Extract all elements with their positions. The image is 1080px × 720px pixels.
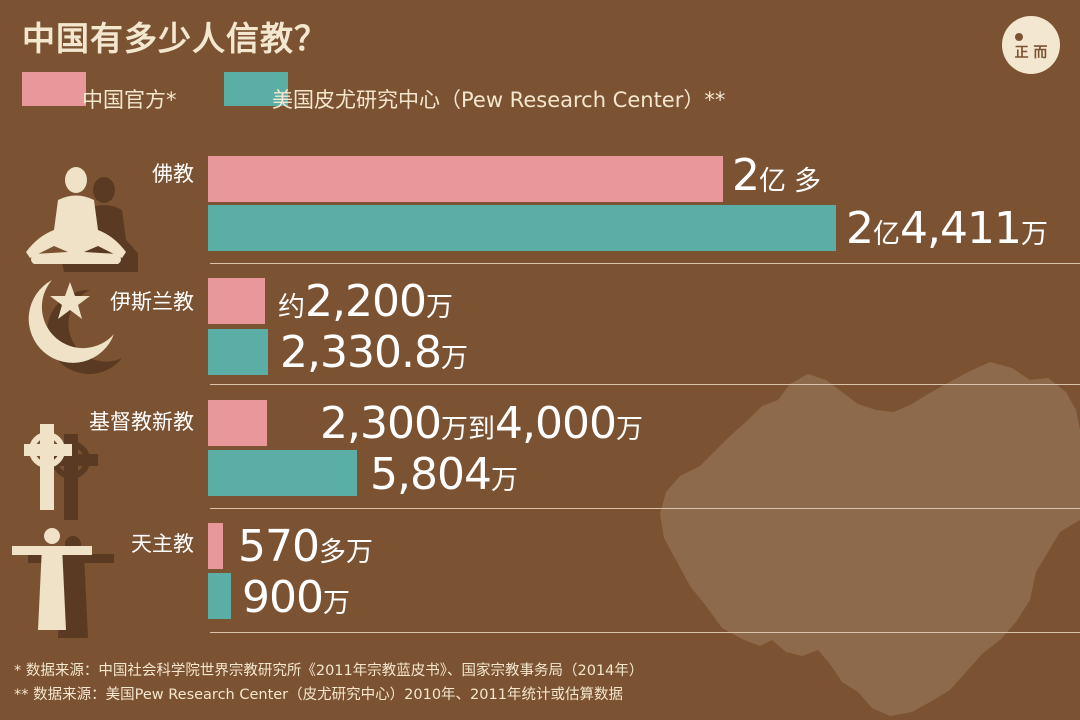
logo: 正 而 bbox=[1002, 16, 1060, 74]
logo-mark: 正 而 bbox=[1015, 33, 1048, 61]
bar-buddhism-pew bbox=[208, 205, 836, 251]
row-label-catholicism: 天主教 bbox=[131, 532, 194, 556]
legend-label-pew: 美国皮尤研究中心（Pew Research Center）** bbox=[272, 88, 726, 112]
logo-dot bbox=[1015, 33, 1023, 41]
value-unit: 万到 bbox=[440, 414, 495, 445]
meditation-figure-icon bbox=[26, 167, 138, 272]
value-number: 900 bbox=[242, 572, 324, 623]
bar-protestantism-pew bbox=[208, 450, 357, 496]
row-label-islam: 伊斯兰教 bbox=[110, 290, 194, 314]
value-unit: 万 bbox=[322, 588, 350, 619]
value-unit: 多万 bbox=[318, 537, 373, 568]
value-catholicism-pew: 900 万 bbox=[242, 572, 350, 623]
value-unit: 万 bbox=[425, 292, 453, 323]
value-unit: 万 bbox=[1020, 219, 1048, 250]
footnote-pew-source: ** 数据来源：美国Pew Research Center（皮尤研究中心）201… bbox=[14, 687, 623, 703]
crescent-front bbox=[28, 280, 114, 363]
legend-label-official: 中国官方* bbox=[82, 88, 177, 112]
bar-islam-official bbox=[208, 278, 265, 324]
celtic-cross-front bbox=[24, 424, 72, 510]
crescent-star-icon bbox=[28, 280, 122, 374]
value-unit: 亿 bbox=[873, 219, 900, 250]
value-unit: 亿 bbox=[759, 166, 786, 197]
china-map-shape bbox=[660, 362, 1080, 716]
christ-statue-icon bbox=[12, 528, 114, 638]
bar-catholicism-official bbox=[208, 523, 223, 569]
bar-catholicism-pew bbox=[208, 573, 231, 619]
row-divider bbox=[210, 384, 1080, 385]
row-label-buddhism: 佛教 bbox=[152, 162, 194, 186]
row-label-protestantism: 基督教新教 bbox=[89, 410, 194, 434]
value-number: 4,411 bbox=[900, 203, 1022, 254]
meditation-figure-front bbox=[26, 167, 126, 264]
row-divider bbox=[210, 263, 1080, 264]
value-number: 2,300 bbox=[320, 398, 442, 449]
row-divider bbox=[210, 508, 1080, 509]
value-catholicism-official: 570 多万 bbox=[238, 521, 373, 572]
value-number: 2 bbox=[732, 150, 760, 201]
value-buddhism-pew: 2 亿 4,411 万 bbox=[846, 203, 1048, 254]
christ-statue-front bbox=[12, 528, 92, 630]
value-unit: 万 bbox=[615, 414, 643, 445]
footnote-official-source: * 数据来源：中国社会科学院世界宗教研究所《2011年宗教蓝皮书》、国家宗教事务… bbox=[14, 663, 644, 679]
value-protestantism-official: 2,300 万到 4,000 万 bbox=[320, 398, 643, 449]
value-number: 2,200 bbox=[305, 276, 427, 327]
legend-swatch-pew bbox=[224, 72, 288, 106]
value-protestantism-pew: 5,804 万 bbox=[370, 449, 518, 500]
value-unit: 万 bbox=[440, 343, 468, 374]
value-unit: 多 bbox=[794, 166, 821, 197]
value-unit: 万 bbox=[490, 465, 518, 496]
value-islam-pew: 2,330.8 万 bbox=[280, 327, 468, 378]
value-number: 570 bbox=[238, 521, 320, 572]
page-title: 中国有多少人信教？ bbox=[22, 19, 328, 58]
logo-text: 正 而 bbox=[1015, 45, 1048, 61]
celtic-cross-icon bbox=[24, 424, 98, 520]
value-islam-official: 约 2,200 万 bbox=[278, 276, 453, 327]
legend-swatch-official bbox=[22, 72, 86, 106]
value-number: 5,804 bbox=[370, 449, 492, 500]
value-number: 4,000 bbox=[494, 398, 617, 449]
value-number: 2 bbox=[846, 203, 874, 254]
value-prefix: 约 bbox=[278, 292, 305, 323]
star-shape bbox=[50, 282, 90, 319]
row-divider bbox=[210, 632, 1080, 633]
bar-protestantism-official bbox=[208, 400, 267, 446]
bar-buddhism-official bbox=[208, 156, 723, 202]
value-number: 2,330.8 bbox=[280, 327, 442, 378]
bar-islam-pew bbox=[208, 329, 268, 375]
